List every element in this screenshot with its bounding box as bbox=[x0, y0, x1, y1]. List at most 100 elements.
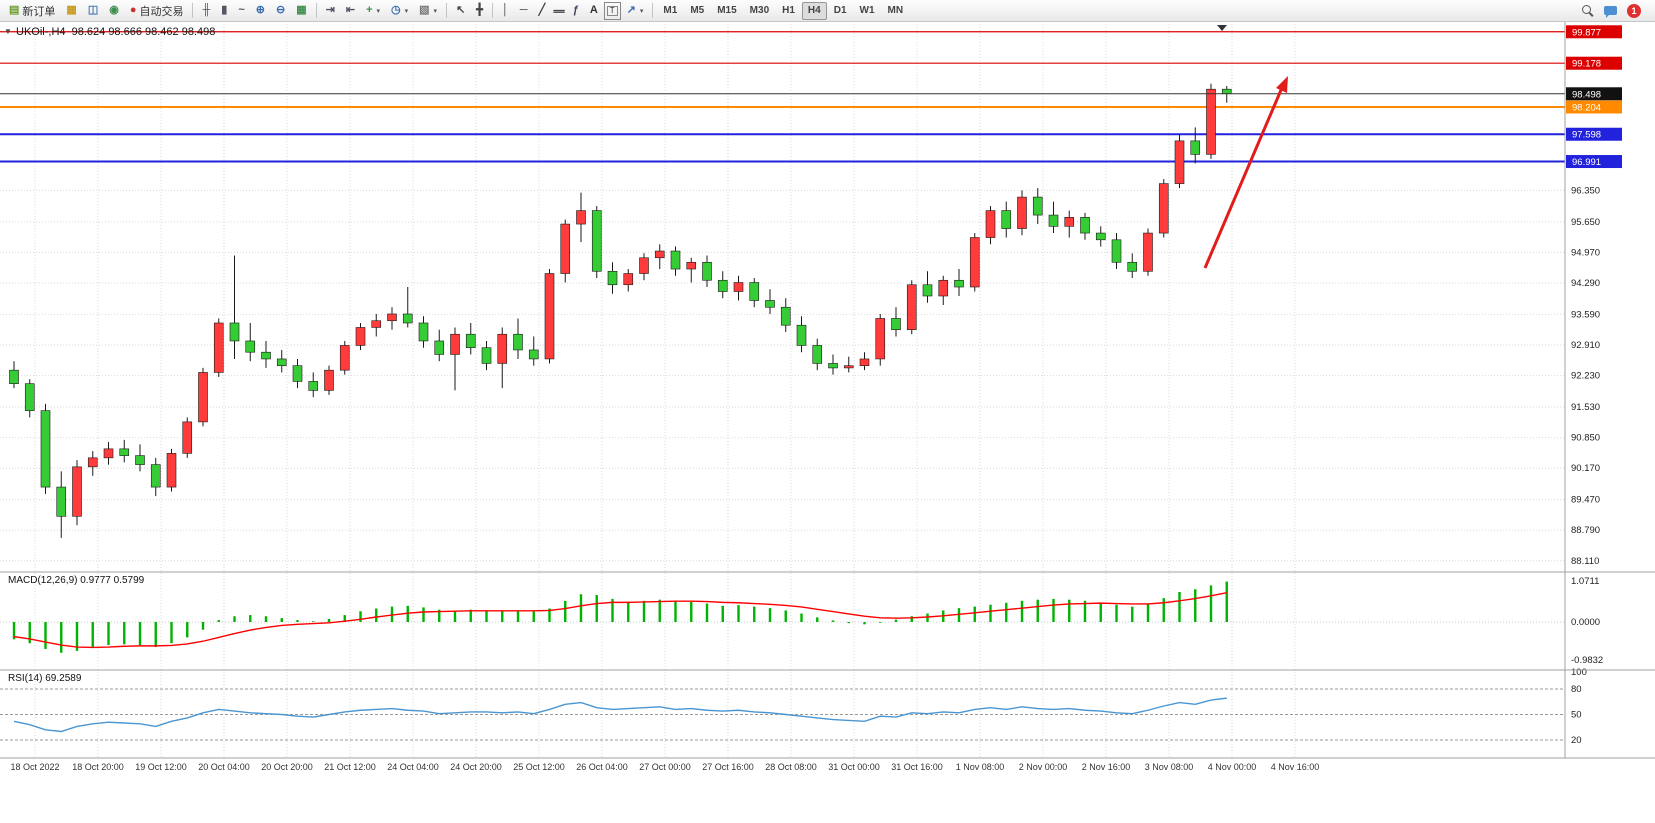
candle-body bbox=[1048, 214, 1059, 227]
periods-button[interactable]: ◷ ▾ bbox=[386, 2, 413, 20]
timeframe-m15[interactable]: M15 bbox=[711, 2, 742, 20]
price-line-label bbox=[1566, 25, 1622, 39]
market-watch-icon[interactable]: ◉ bbox=[104, 2, 124, 20]
time-axis-label: 2 Nov 00:00 bbox=[1019, 762, 1068, 772]
timeframe-d1[interactable]: D1 bbox=[828, 2, 853, 20]
price-axis-label: 88.790 bbox=[1571, 525, 1600, 536]
timeframe-m5[interactable]: M5 bbox=[684, 2, 710, 20]
candle-body bbox=[1174, 140, 1185, 184]
candle-body bbox=[276, 358, 287, 366]
candle-body bbox=[576, 210, 586, 225]
vertical-line-icon: │ bbox=[501, 4, 509, 16]
new-order-button[interactable]: ▤ 新订单 bbox=[4, 2, 60, 20]
macd-label: MACD(12,26,9) 0.9777 0.5799 bbox=[8, 575, 145, 586]
candlestick-chart-icon: ▮ bbox=[221, 4, 228, 16]
candle-body bbox=[387, 313, 397, 322]
rsi-line bbox=[13, 697, 1227, 733]
arrows-button[interactable]: ↗ ▾ bbox=[622, 2, 649, 20]
timeframe-m1[interactable]: M1 bbox=[657, 2, 683, 20]
svg-text:98.498: 98.498 bbox=[1572, 89, 1601, 100]
candle-body bbox=[891, 318, 901, 331]
toolbar-separator bbox=[315, 3, 317, 18]
timeframe-m30[interactable]: M30 bbox=[744, 2, 775, 20]
time-axis-label: 2 Nov 16:00 bbox=[1082, 762, 1131, 772]
rsi-axis-label: 20 bbox=[1571, 735, 1582, 746]
templates-button[interactable]: ▧ ▾ bbox=[414, 2, 442, 20]
time-axis-label: 18 Oct 20:00 bbox=[72, 762, 124, 772]
template-icon: ▧ bbox=[419, 4, 430, 16]
timeframe-h1[interactable]: H1 bbox=[776, 2, 801, 20]
text-label-icon[interactable]: T bbox=[603, 1, 621, 20]
toolbar-separator bbox=[652, 3, 654, 18]
one-click-trading-arrow[interactable]: ▼ bbox=[4, 27, 12, 36]
candle-body bbox=[607, 270, 618, 286]
time-axis-label: 27 Oct 00:00 bbox=[639, 762, 691, 772]
toolbar-buttons: ▤ 新订单 ▦ ◫ ◉ ● 自动交易 ╫ ▮ ~ ⊕ ⊖ ▦ ⇥ ⇤ + ▾ ◷ ▾ ▧ ▾ ↖ ╋ │ ─ ╱ ∥ ƒ A T ↗ ▾ M1 M… bbox=[4, 1, 1581, 20]
timeframe-h4[interactable]: H4 bbox=[801, 1, 827, 20]
horizontal-line-icon[interactable]: ─ bbox=[515, 2, 533, 20]
arrow-tools-icon: ↗ bbox=[626, 4, 636, 16]
text-icon[interactable]: A bbox=[585, 2, 603, 20]
price-axis-label: 95.650 bbox=[1571, 217, 1600, 228]
toolbar-right: 1 bbox=[1582, 3, 1651, 18]
text-icon: A bbox=[589, 4, 598, 16]
time-axis-label: 25 Oct 12:00 bbox=[513, 762, 565, 772]
candle-body bbox=[24, 383, 35, 411]
chart-shift-icon[interactable]: ⇤ bbox=[341, 2, 360, 20]
profiles-icon[interactable]: ◫ bbox=[83, 2, 103, 20]
candle-body bbox=[1221, 88, 1232, 94]
auto-scroll-icon[interactable]: ⇥ bbox=[321, 2, 340, 20]
zoom-out-icon[interactable]: ⊖ bbox=[271, 2, 290, 20]
cursor-icon[interactable]: ↖ bbox=[451, 2, 470, 20]
time-axis-label: 20 Oct 20:00 bbox=[261, 762, 313, 772]
candle-body bbox=[922, 284, 933, 297]
candle-body bbox=[1095, 232, 1106, 241]
timeframe-w1[interactable]: W1 bbox=[854, 2, 881, 20]
timeframe-mn[interactable]: MN bbox=[882, 2, 910, 20]
auto-trading-button[interactable]: ● 自动交易 bbox=[125, 2, 189, 20]
trend-arrow[interactable] bbox=[1203, 76, 1288, 269]
search-icon[interactable] bbox=[1582, 4, 1594, 17]
notification-badge[interactable]: 1 bbox=[1627, 3, 1641, 18]
bar-chart-icon[interactable]: ╫ bbox=[197, 2, 215, 20]
time-axis-label: 31 Oct 00:00 bbox=[828, 762, 880, 772]
chart-window-icon: ▦ bbox=[66, 4, 77, 16]
time-axis-label: 3 Nov 08:00 bbox=[1145, 762, 1194, 772]
candle-body bbox=[371, 320, 382, 328]
horizontal-line-icon: ─ bbox=[519, 4, 528, 16]
tile-windows-icon[interactable]: ▦ bbox=[291, 2, 311, 20]
auto-scroll-icon: ⇥ bbox=[325, 4, 335, 16]
time-axis-label: 4 Nov 16:00 bbox=[1271, 762, 1320, 772]
line-chart-icon[interactable]: ~ bbox=[233, 2, 249, 20]
chat-icon[interactable] bbox=[1604, 6, 1617, 18]
chart-shift-marker[interactable] bbox=[1217, 25, 1227, 31]
fibonacci-icon[interactable]: ƒ bbox=[568, 2, 584, 20]
svg-text:97.598: 97.598 bbox=[1572, 130, 1601, 141]
time-axis-label: 24 Oct 04:00 bbox=[387, 762, 439, 772]
indicators-icon: + bbox=[366, 4, 373, 16]
trendline-icon: ╱ bbox=[538, 4, 546, 16]
chart-window-icon[interactable]: ▦ bbox=[61, 2, 81, 20]
price-line-label bbox=[1566, 155, 1622, 169]
macd-axis-label: 1.0711 bbox=[1571, 576, 1599, 587]
candle-body bbox=[639, 257, 649, 274]
candlestick-chart-icon[interactable]: ▮ bbox=[216, 2, 232, 20]
candle-body bbox=[292, 365, 303, 382]
candle-body bbox=[954, 279, 964, 288]
candle-body bbox=[213, 322, 224, 373]
candle-body bbox=[324, 369, 334, 391]
crosshair-icon[interactable]: ╋ bbox=[471, 2, 488, 20]
trend-arrow-line bbox=[1203, 89, 1283, 269]
candle-body bbox=[402, 313, 413, 324]
zoom-in-icon[interactable]: ⊕ bbox=[251, 2, 270, 20]
candle-body bbox=[339, 345, 350, 371]
indicators-button[interactable]: + ▾ bbox=[361, 2, 385, 20]
vertical-line-icon[interactable]: │ bbox=[497, 2, 514, 20]
equidistant-channel-icon: ∥ bbox=[553, 8, 566, 14]
trendline-icon[interactable]: ╱ bbox=[534, 2, 551, 20]
candle-body bbox=[875, 318, 886, 360]
time-axis-label: 20 Oct 04:00 bbox=[198, 762, 250, 772]
rsi-axis-label: 50 bbox=[1571, 710, 1582, 721]
candle-body bbox=[434, 340, 445, 355]
